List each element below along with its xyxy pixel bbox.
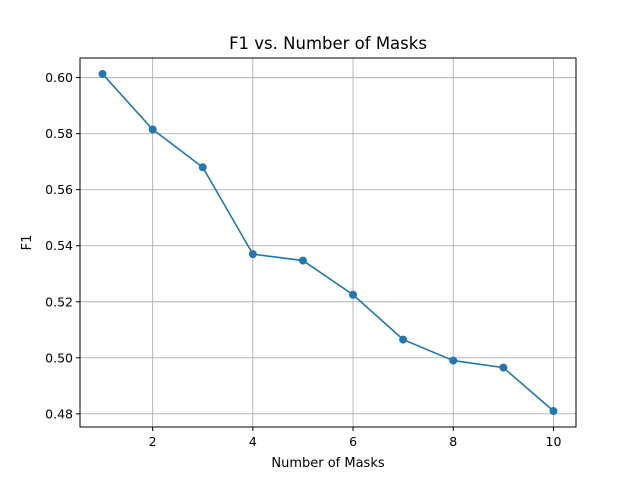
data-point (349, 290, 358, 299)
grid-lines (80, 58, 576, 427)
x-tick-label: 6 (349, 434, 357, 449)
x-tick-label: 2 (149, 434, 157, 449)
y-tick-label: 0.54 (45, 238, 73, 253)
data-point (449, 356, 458, 365)
plot-frame (79, 57, 577, 428)
data-point (499, 363, 508, 372)
series-line (101, 73, 554, 412)
x-tick-label: 8 (449, 434, 457, 449)
y-tick-label: 0.48 (45, 406, 73, 421)
chart-title: F1 vs. Number of Masks (229, 34, 427, 53)
data-point (148, 125, 157, 134)
x-tick-label: 10 (546, 434, 562, 449)
data-point (549, 407, 558, 416)
data-point (248, 250, 257, 259)
y-tick-label: 0.50 (45, 350, 73, 365)
y-axis-label: F1 (20, 235, 35, 251)
data-point (298, 256, 307, 265)
data-point (399, 335, 408, 344)
data-point (98, 69, 107, 78)
y-tick-label: 0.60 (45, 70, 73, 85)
data-point (198, 163, 207, 172)
x-axis-label: Number of Masks (271, 456, 385, 471)
y-tick-label: 0.58 (45, 126, 73, 141)
y-tick-label: 0.56 (45, 182, 73, 197)
series-layer (98, 69, 558, 416)
x-tick-label: 4 (249, 434, 257, 449)
y-tick-label: 0.52 (45, 294, 73, 309)
axis-ticks: 2 4 6 8 10 0.48 0.50 0.52 0.54 0.56 0.58 0.60 (45, 70, 561, 449)
